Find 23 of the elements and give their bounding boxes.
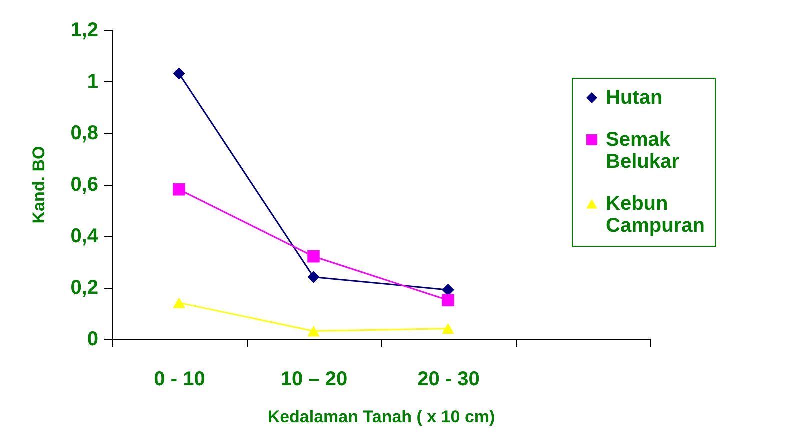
y-axis-title: Kand. BO <box>30 146 49 224</box>
x-tick-label: 0 - 10 <box>154 368 206 390</box>
y-tick-label: 0,4 <box>70 226 100 248</box>
point <box>308 326 320 337</box>
x-axis-title: Kedalaman Tanah ( x 10 cm) <box>268 408 496 426</box>
point <box>308 271 320 284</box>
legend-label: Hutan <box>606 87 663 109</box>
y-tick-label: 0 <box>87 328 98 350</box>
x-tick-label: 10 – 20 <box>280 368 348 390</box>
point <box>442 294 454 306</box>
y-tick-label: 0,6 <box>70 174 98 196</box>
y-tick-label: 0,2 <box>70 277 98 299</box>
point <box>173 184 186 196</box>
point <box>308 250 320 263</box>
point <box>173 298 186 308</box>
x-tick-label: 20 - 30 <box>418 368 480 390</box>
legend-label: Kebun Campuran <box>606 193 705 237</box>
legend-label: Semak Belukar <box>606 129 680 173</box>
y-tick-label: 0,8 <box>70 122 98 144</box>
point <box>442 323 454 334</box>
y-tick-label: 1,2 <box>70 20 98 42</box>
point <box>173 68 186 80</box>
y-tick-label: 1 <box>87 71 98 93</box>
